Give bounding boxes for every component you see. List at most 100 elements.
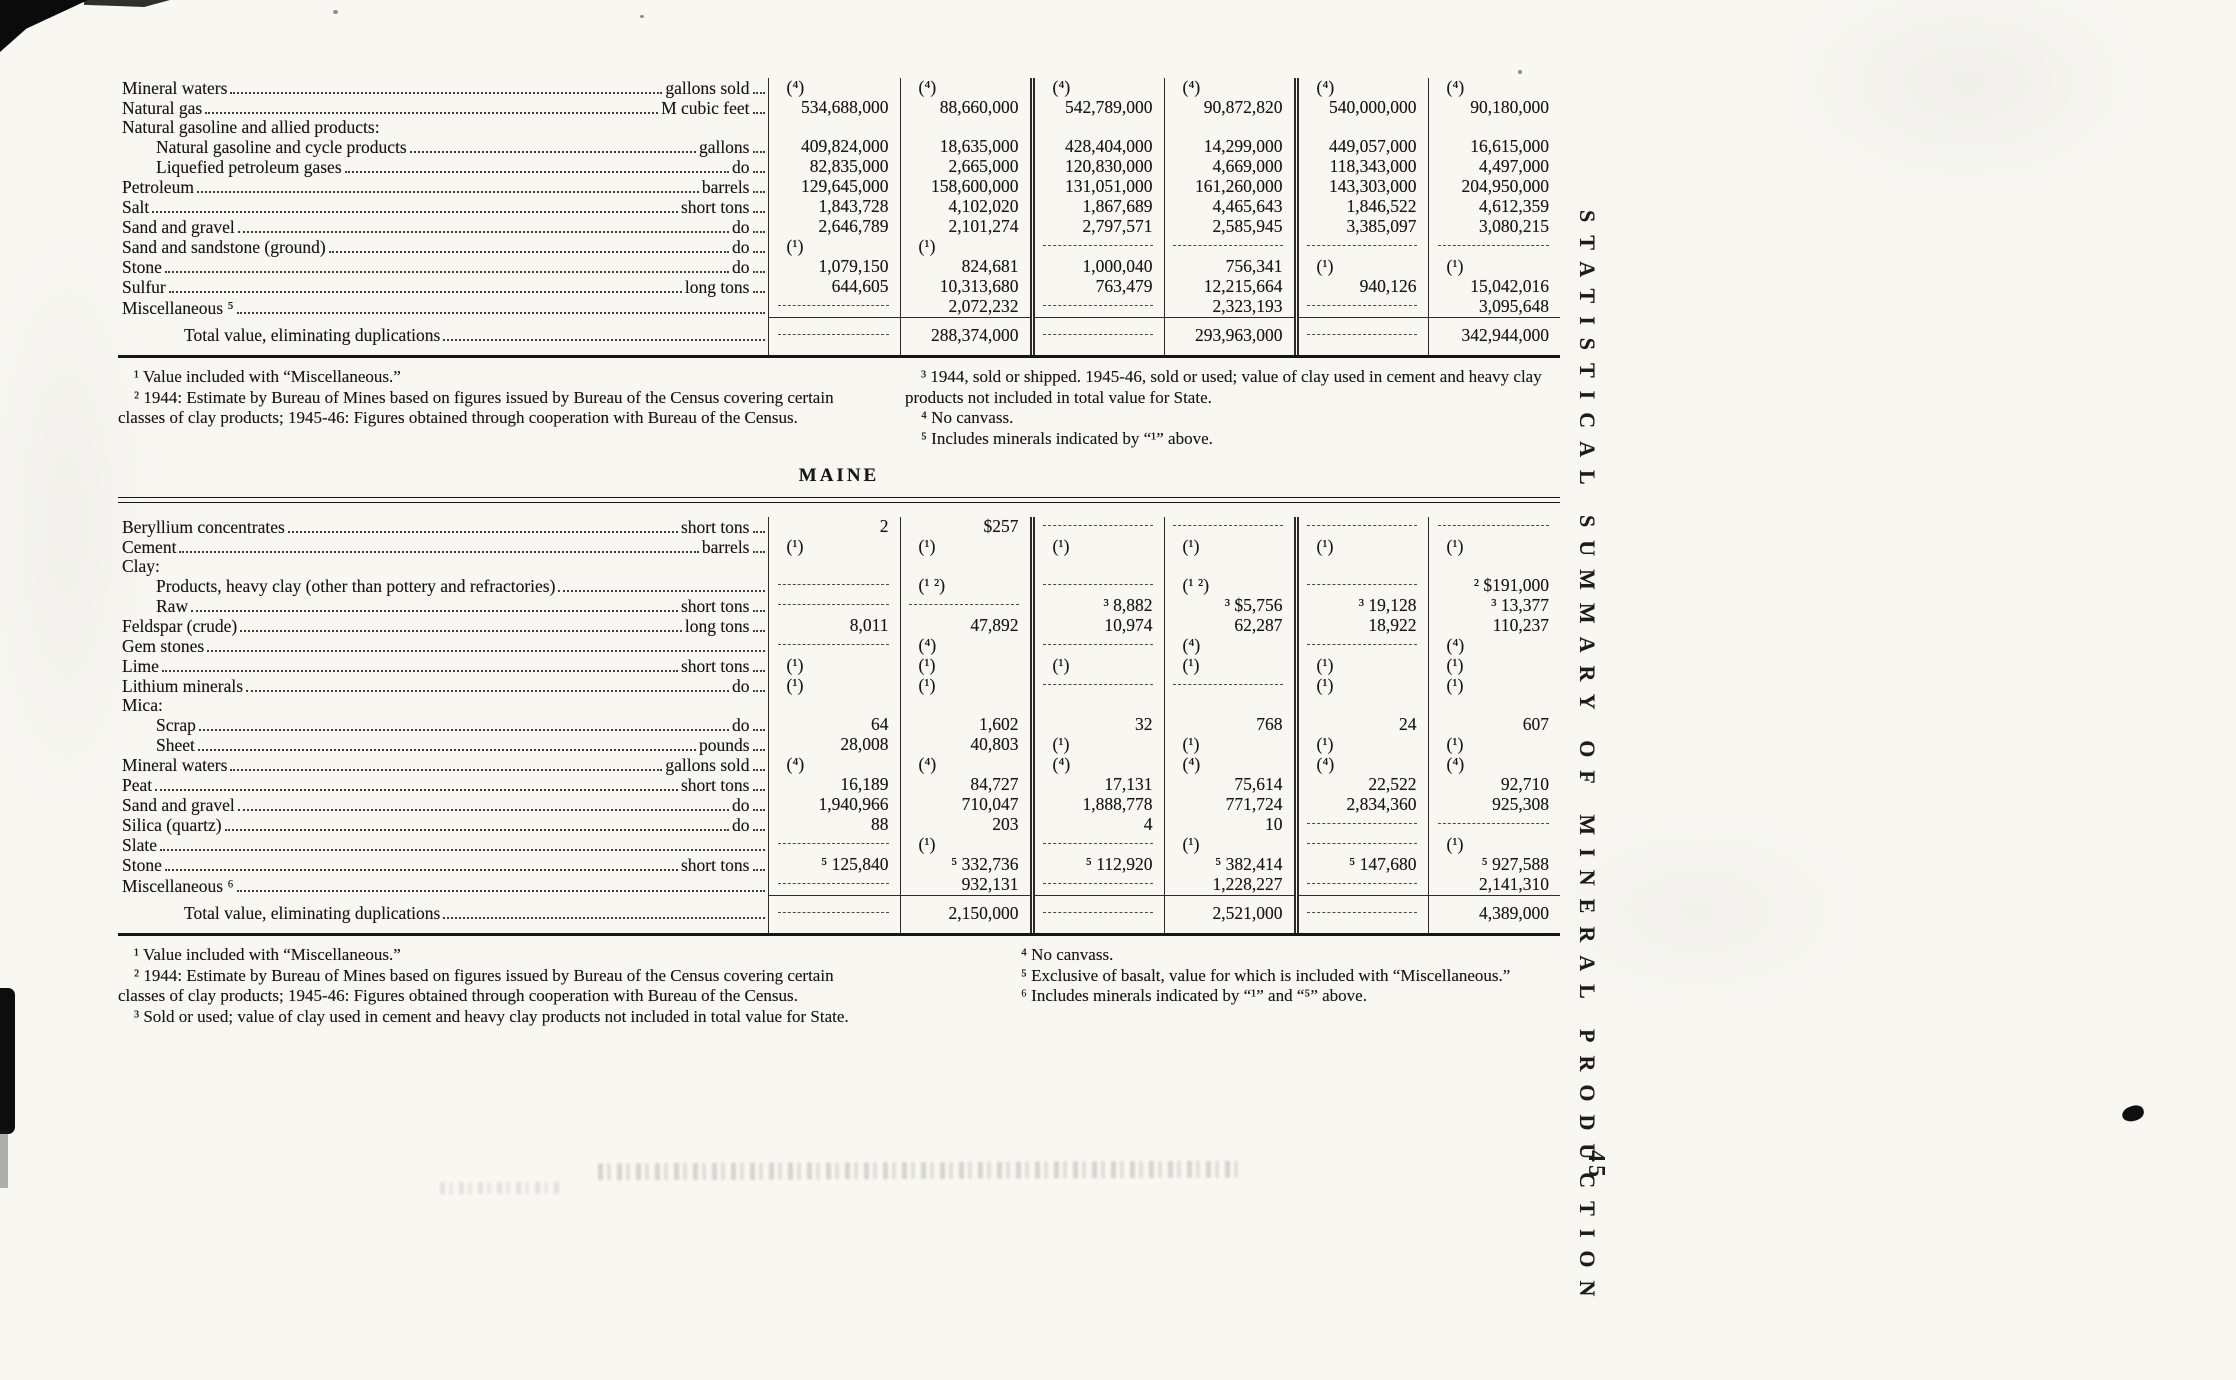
value-cell: 10,974 [1029, 616, 1164, 636]
row-label: Stone [122, 855, 162, 875]
value-cell: 2,585,945 [1163, 217, 1296, 237]
row-label-cell: Beryllium concentrates short tons [118, 517, 768, 537]
blank-cell-leader [1307, 305, 1417, 306]
dot-leader [236, 311, 765, 314]
row-label-cell: Sand and sandstone (ground) do [118, 237, 768, 257]
row-label-cell: Cement barrels [118, 537, 768, 557]
value-cell: 1,602 [899, 715, 1032, 735]
scan-speck [640, 15, 644, 18]
table-row: Scrap do 64 1,602 32 768 24 607 [118, 715, 1560, 735]
blank-cell-leader [1307, 912, 1417, 913]
row-label: Scrap [156, 715, 196, 735]
row-label-cell: Liquefied petroleum gases do [118, 157, 768, 177]
table-row: Lime short tons (¹) (¹) (¹) (¹) (¹) (¹) [118, 656, 1560, 676]
value-cell [767, 835, 900, 855]
value-cell [899, 696, 1032, 715]
blank-cell-leader [777, 584, 889, 585]
value-cell: 293,963,000 [1163, 317, 1296, 355]
value-cell: (¹) [767, 676, 900, 696]
blank-cell-leader [1043, 684, 1153, 685]
table-row: Peat short tons 16,189 84,727 17,131 75,614 22… [118, 775, 1560, 795]
table-row: Raw short tons ³ 8,882 ³ $5,756 ³ 19,128 ³ 13… [118, 596, 1560, 616]
dot-leader [752, 92, 765, 94]
dot-leader [155, 789, 678, 791]
value-cell: 129,645,000 [767, 177, 900, 197]
value-cell: 763,479 [1029, 277, 1164, 297]
value-cell: 3,385,097 [1293, 217, 1428, 237]
row-label-cell: Sulfur long tons [118, 277, 768, 297]
blank-cell-leader [1437, 245, 1549, 246]
blank-cell-leader [1043, 912, 1153, 913]
row-unit: long tons [684, 616, 750, 636]
row-unit: short tons [680, 656, 750, 676]
value-cell: (⁴) [1427, 78, 1560, 98]
dot-leader [224, 829, 729, 831]
value-cell: (¹) [1163, 656, 1296, 676]
blank-cell-leader [1307, 525, 1417, 526]
value-cell [1427, 237, 1560, 257]
value-cell: ³ 19,128 [1293, 596, 1428, 616]
blank-cell-leader [1307, 644, 1417, 645]
value-cell: ⁵ 927,588 [1427, 855, 1560, 875]
dot-leader [752, 729, 765, 731]
value-cell: (¹) [1163, 735, 1296, 755]
row-label: Stone [122, 257, 162, 277]
value-cell [1163, 517, 1296, 537]
table-row: Products, heavy clay (other than pottery… [118, 576, 1560, 596]
value-cell: (¹) [1029, 735, 1164, 755]
value-cell [1293, 237, 1428, 257]
value-cell: 4 [1029, 815, 1164, 835]
value-cell: 47,892 [899, 616, 1032, 636]
value-cell: (¹) [1293, 676, 1428, 696]
blank-cell-leader [1307, 245, 1417, 246]
blank-cell-leader [777, 883, 889, 884]
value-cell: $257 [899, 517, 1032, 537]
value-cell [1293, 517, 1428, 537]
value-cell: (¹) [899, 237, 1032, 257]
value-cell: 120,830,000 [1029, 157, 1164, 177]
dot-leader [160, 849, 765, 851]
dot-leader [179, 551, 699, 553]
row-label: Lime [122, 656, 159, 676]
value-cell: 2,072,232 [899, 297, 1032, 318]
value-cell: 16,615,000 [1427, 137, 1560, 157]
blank-cell-leader [777, 912, 889, 913]
value-cell: (¹) [767, 237, 900, 257]
value-cell: 824,681 [899, 257, 1032, 277]
dot-leader [197, 749, 696, 751]
footnote: ³ Sold or used; value of clay used in ce… [134, 1006, 849, 1026]
value-cell: (¹) [1427, 656, 1560, 676]
blank-cell-leader [1307, 334, 1417, 335]
value-cell: 756,341 [1163, 257, 1296, 277]
dot-leader [752, 670, 765, 672]
dot-leader [205, 112, 659, 114]
table-row: Sand and gravel do 2,646,789 2,101,274 2,797… [118, 217, 1560, 237]
table-row: Mineral waters gallons sold (⁴) (⁴) (⁴) (⁴) (⁴… [118, 755, 1560, 775]
scan-artifact-bar [0, 988, 15, 1134]
row-label: Cement [122, 537, 177, 557]
dot-leader [344, 171, 729, 173]
dot-leader [164, 271, 729, 273]
row-label: Petroleum [122, 177, 194, 197]
value-cell [1427, 517, 1560, 537]
footnotes-right-column: ⁴ No canvass. ⁵ Exclusive of basalt, valu… [1005, 945, 1560, 1027]
value-cell: 2,797,571 [1029, 217, 1164, 237]
value-cell: (¹) [1163, 537, 1296, 557]
table-row: Sulfur long tons 644,605 10,313,680 763,479 1… [118, 277, 1560, 297]
row-unit: do [732, 217, 750, 237]
value-cell: ³ 8,882 [1029, 596, 1164, 616]
value-cell: 771,724 [1163, 795, 1296, 815]
scan-speck [1518, 70, 1522, 74]
value-cell: (¹) [1427, 537, 1560, 557]
upper-state-section: Mineral waters gallons sold (⁴) (⁴) (⁴) (⁴) (⁴… [118, 78, 1560, 449]
row-label: Total value, eliminating duplications [184, 903, 441, 923]
row-label: Beryllium concentrates [122, 517, 285, 537]
row-unit: gallons sold [665, 755, 750, 775]
value-cell: 131,051,000 [1029, 177, 1164, 197]
state-heading: MAINE [798, 465, 880, 486]
value-cell: 24 [1293, 715, 1428, 735]
value-cell: (¹) [1293, 735, 1428, 755]
blank-cell-leader [1173, 525, 1283, 526]
value-cell: ² $191,000 [1427, 576, 1560, 596]
